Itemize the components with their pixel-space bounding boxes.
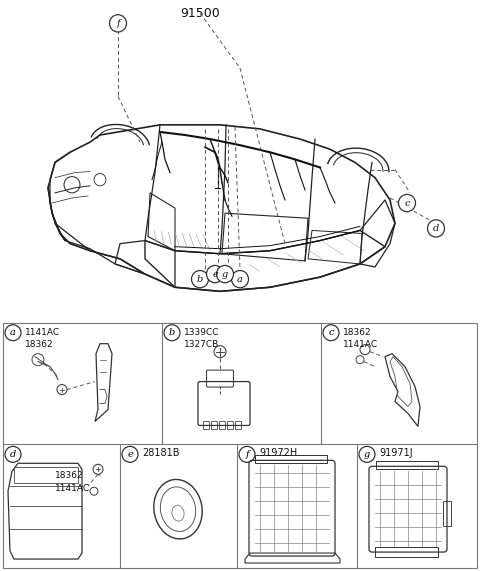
Text: d: d [433, 224, 439, 233]
Bar [443, 501, 451, 526]
Circle shape [323, 325, 339, 341]
Bar [219, 421, 225, 429]
Bar [203, 421, 209, 429]
Bar [375, 547, 438, 557]
Text: 18362
1141AC: 18362 1141AC [55, 471, 90, 493]
Circle shape [206, 266, 224, 283]
Text: 18362
1141AC: 18362 1141AC [343, 328, 378, 349]
Circle shape [109, 15, 127, 32]
Circle shape [164, 325, 180, 341]
Text: 91972H: 91972H [259, 448, 297, 459]
Text: b: b [169, 328, 175, 337]
Text: 1339CC
1327CB: 1339CC 1327CB [184, 328, 219, 349]
Bar [211, 421, 217, 429]
Circle shape [359, 447, 375, 463]
Bar [14, 467, 78, 483]
Text: b: b [197, 275, 203, 284]
Text: g: g [222, 270, 228, 279]
Text: 28181B: 28181B [142, 448, 180, 459]
Bar [255, 455, 327, 463]
Text: e: e [212, 270, 218, 279]
Text: a: a [237, 275, 243, 284]
Circle shape [231, 271, 249, 288]
Text: 1141AC
18362: 1141AC 18362 [25, 328, 60, 349]
Text: a: a [10, 328, 16, 337]
Bar [376, 461, 438, 469]
Circle shape [192, 271, 208, 288]
Circle shape [216, 266, 233, 283]
Text: d: d [10, 450, 16, 459]
Text: f: f [245, 450, 249, 459]
Circle shape [122, 447, 138, 463]
Bar [235, 421, 241, 429]
Text: g: g [364, 450, 370, 459]
Circle shape [5, 325, 21, 341]
Circle shape [398, 194, 416, 212]
Bar [227, 421, 233, 429]
Text: 91500: 91500 [180, 7, 220, 20]
Text: e: e [127, 450, 133, 459]
Circle shape [239, 447, 255, 463]
Text: 91971J: 91971J [379, 448, 413, 459]
Circle shape [5, 447, 21, 463]
Text: c: c [328, 328, 334, 337]
Text: c: c [404, 199, 410, 207]
Text: f: f [116, 19, 120, 28]
Circle shape [428, 220, 444, 237]
